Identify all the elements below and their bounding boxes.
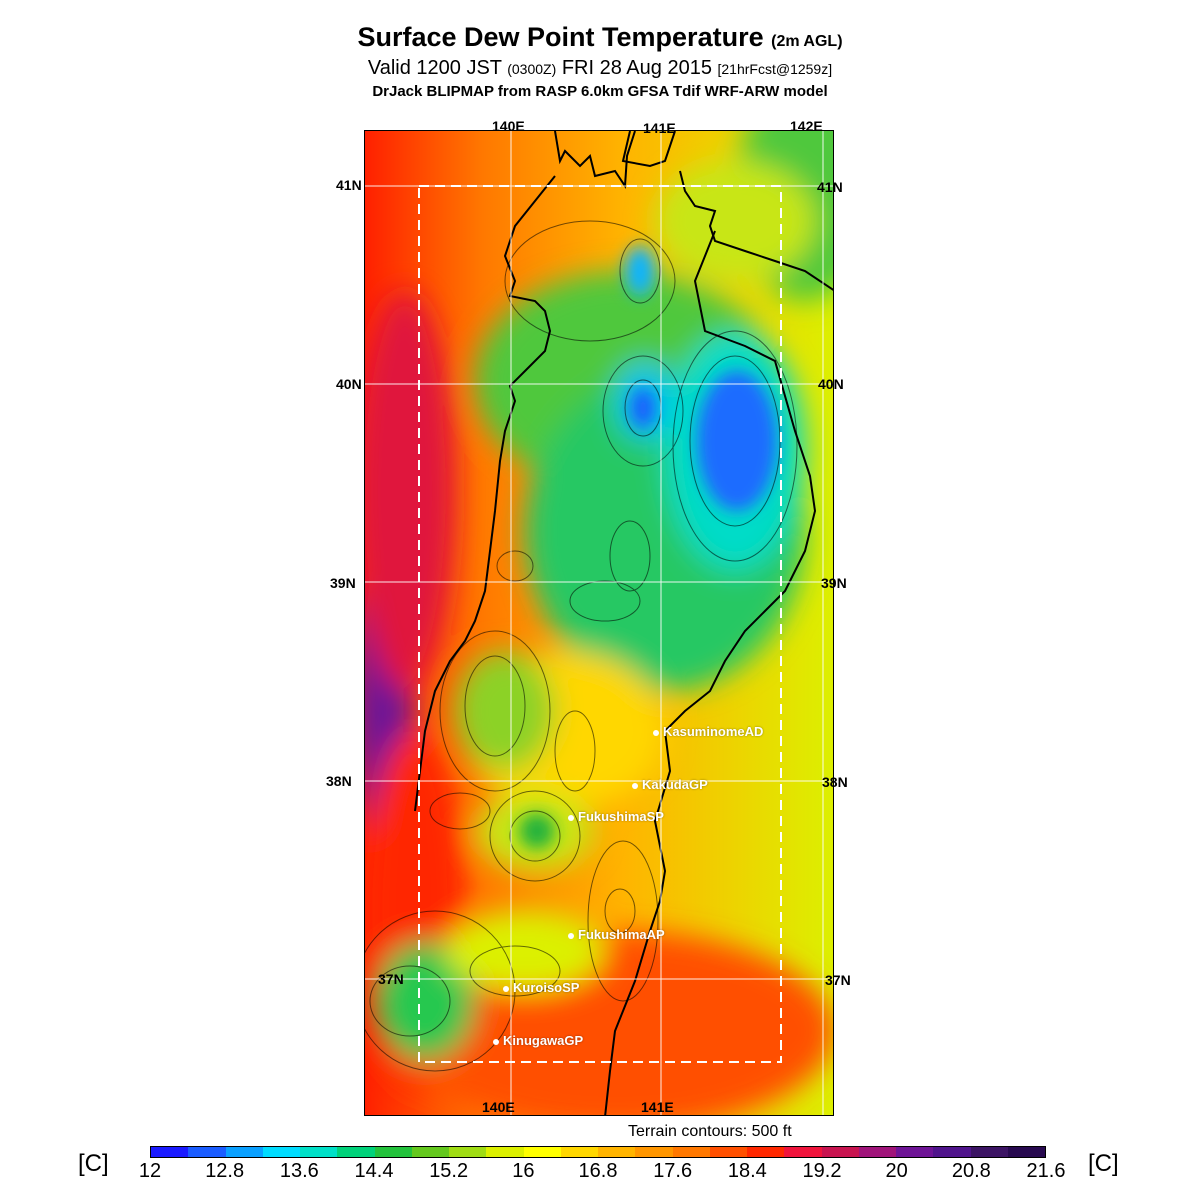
lat-label-41n-left: 41N bbox=[336, 177, 362, 193]
station-kinugawagp: KinugawaGP bbox=[493, 1033, 583, 1048]
legend-unit-right: [C] bbox=[1088, 1150, 1119, 1177]
color-scale-swatch bbox=[411, 1147, 449, 1157]
color-scale-swatch bbox=[262, 1147, 300, 1157]
lat-label-39n-right: 39N bbox=[821, 575, 847, 591]
color-scale-swatch bbox=[598, 1147, 636, 1157]
color-scale-swatch bbox=[933, 1147, 971, 1157]
lat-label-41n-right: 41N bbox=[817, 179, 843, 195]
color-scale-swatch bbox=[747, 1147, 785, 1157]
color-scale-swatch bbox=[821, 1147, 859, 1157]
color-scale-swatch bbox=[672, 1147, 710, 1157]
station-kasuminomead: KasuminomeAD bbox=[653, 724, 763, 739]
lon-label-141e-bottom: 141E bbox=[641, 1099, 674, 1115]
lon-label-141e-top: 141E bbox=[643, 120, 676, 136]
legend-unit-left: [C] bbox=[78, 1150, 109, 1177]
color-scale-tick-label: 16.8 bbox=[578, 1160, 618, 1182]
station-kuroisosp: KuroisoSP bbox=[503, 980, 579, 995]
lat-label-39n-left: 39N bbox=[330, 575, 356, 591]
lat-label-37n-right: 37N bbox=[825, 972, 851, 988]
station-fukushimasp: FukushimaSP bbox=[568, 809, 664, 824]
graticule bbox=[365, 131, 833, 1115]
color-scale-swatch bbox=[449, 1147, 487, 1157]
color-scale-swatch bbox=[560, 1147, 598, 1157]
color-scale-swatch bbox=[188, 1147, 226, 1157]
color-scale-swatch bbox=[784, 1147, 822, 1157]
color-scale-swatch bbox=[709, 1147, 747, 1157]
station-kakudagp: KakudaGP bbox=[632, 777, 708, 792]
domain-boundary bbox=[418, 185, 782, 1063]
color-scale-swatch bbox=[970, 1147, 1008, 1157]
model-description: DrJack BLIPMAP from RASP 6.0km GFSA Tdif… bbox=[372, 83, 828, 100]
color-scale-tick-label: 16 bbox=[512, 1160, 535, 1182]
color-scale-tick-label: 13.6 bbox=[279, 1160, 319, 1182]
color-scale-tick-label: 12 bbox=[138, 1160, 162, 1182]
color-scale-swatch bbox=[486, 1147, 524, 1157]
lon-label-140e-top: 140E bbox=[492, 118, 525, 134]
lat-label-38n-right: 38N bbox=[822, 774, 848, 790]
color-scale-tick-label: 21.6 bbox=[1026, 1160, 1066, 1182]
map-canvas bbox=[365, 131, 833, 1115]
chart-title: Surface Dew Point Temperature (2m AGL) bbox=[357, 22, 843, 52]
color-scale-tick-label: 20 bbox=[885, 1160, 908, 1182]
color-scale-swatch bbox=[337, 1147, 375, 1157]
color-scale-swatch bbox=[374, 1147, 412, 1157]
color-scale-swatch bbox=[1007, 1147, 1045, 1157]
color-scale-tick-label: 18.4 bbox=[727, 1160, 767, 1182]
lon-label-142e-top: 142E bbox=[790, 118, 823, 134]
dew-point-map: KasuminomeAD KakudaGP FukushimaSP Fukush… bbox=[364, 130, 834, 1116]
color-scale-swatch bbox=[858, 1147, 896, 1157]
color-scale-swatch bbox=[300, 1147, 338, 1157]
color-scale-tick-label: 12.8 bbox=[205, 1160, 245, 1182]
color-scale-swatch bbox=[896, 1147, 934, 1157]
color-scale-swatch bbox=[225, 1147, 263, 1157]
dew-point-minima bbox=[519, 246, 777, 849]
lat-label-40n-right: 40N bbox=[818, 376, 844, 392]
lon-label-140e-bottom: 140E bbox=[482, 1099, 515, 1115]
lat-label-40n-left: 40N bbox=[336, 376, 362, 392]
color-scale-tick-label: 15.2 bbox=[429, 1160, 469, 1182]
color-scale-swatch bbox=[635, 1147, 673, 1157]
color-scale-swatch bbox=[151, 1147, 189, 1157]
lat-label-38n-left: 38N bbox=[326, 773, 352, 789]
terrain-contour-note: Terrain contours: 500 ft bbox=[628, 1123, 792, 1140]
lat-label-37n-left: 37N bbox=[378, 971, 404, 987]
color-scale-bar bbox=[150, 1146, 1046, 1158]
color-scale-tick-label: 14.4 bbox=[354, 1160, 394, 1182]
station-fukushimaap: FukushimaAP bbox=[568, 927, 665, 942]
valid-time: Valid 1200 JST (0300Z) FRI 28 Aug 2015 [… bbox=[367, 57, 833, 79]
coastline bbox=[414, 131, 833, 1115]
color-scale-swatch bbox=[523, 1147, 561, 1157]
color-scale-tick-label: 17.6 bbox=[653, 1160, 693, 1182]
color-scale-tick-label: 19.2 bbox=[802, 1160, 842, 1182]
color-scale-tick-label: 20.8 bbox=[951, 1160, 991, 1182]
